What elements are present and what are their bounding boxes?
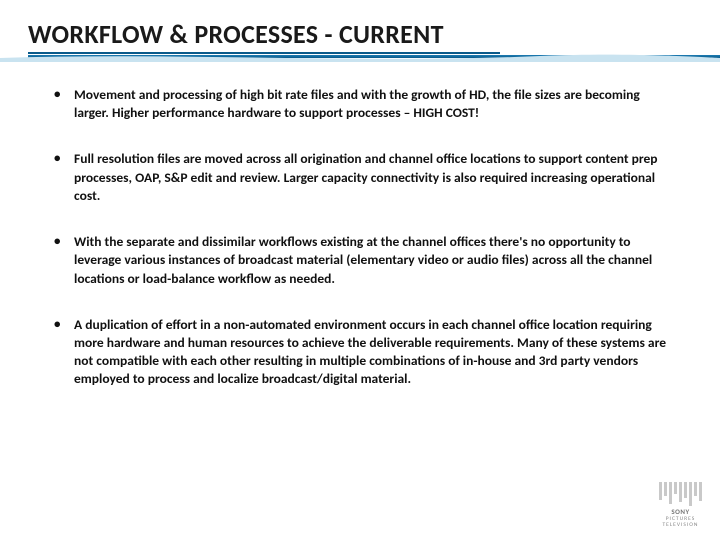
title-area: WORKFLOW & PROCESSES - CURRENT [0,0,720,58]
logo-sub2: TELEVISION [659,522,702,528]
bullet-item: A duplication of effort in a non-automat… [52,316,668,389]
bullet-item: With the separate and dissimilar workflo… [52,233,668,288]
slide-title: WORKFLOW & PROCESSES - CURRENT [28,18,692,50]
sony-logo: SONY PICTURES TELEVISION [659,482,702,528]
logo-brand: SONY [659,508,702,516]
title-underline [28,52,500,54]
bullet-list: Movement and processing of high bit rate… [52,86,668,389]
bullet-item: Full resolution files are moved across a… [52,150,668,205]
content-area: Movement and processing of high bit rate… [0,58,720,389]
logo-bars-icon [659,482,702,506]
bullet-item: Movement and processing of high bit rate… [52,86,668,122]
slide: WORKFLOW & PROCESSES - CURRENT Movement … [0,0,720,540]
